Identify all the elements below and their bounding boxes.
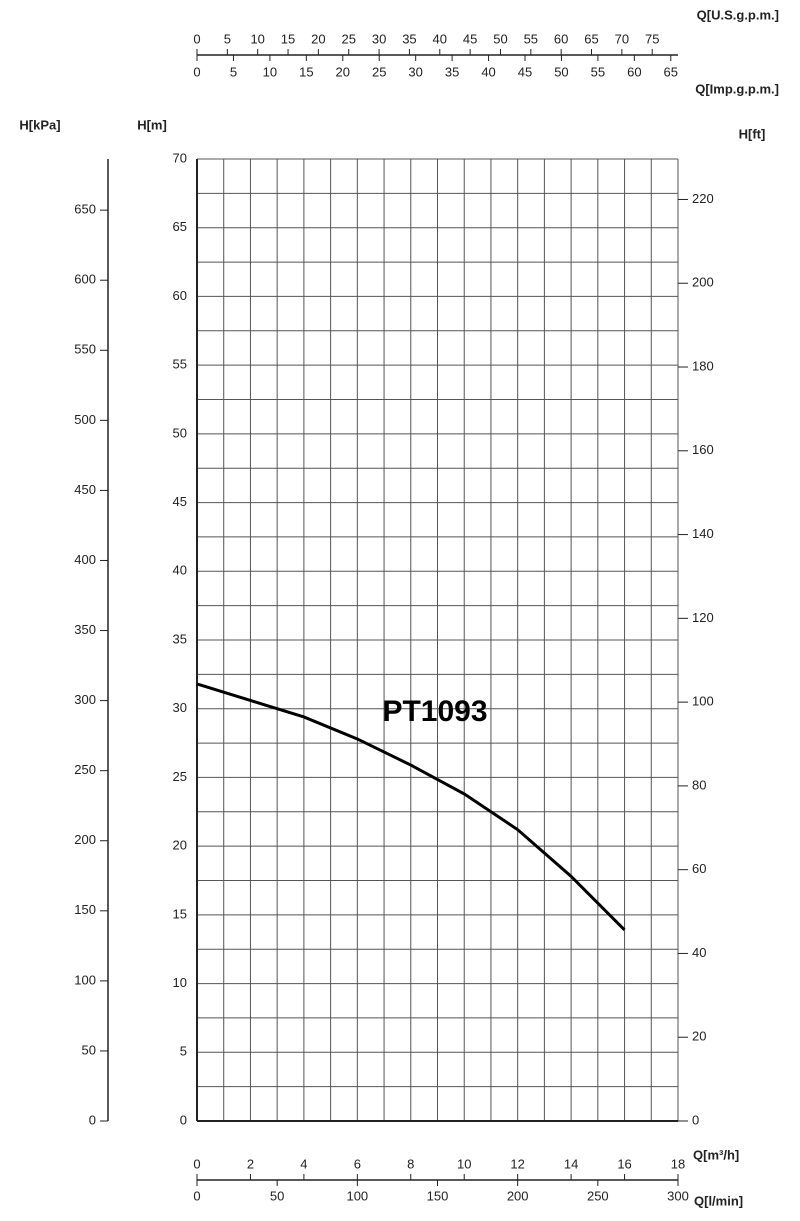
tick-label: 30 bbox=[372, 31, 386, 46]
tick-label: 30 bbox=[408, 64, 422, 79]
tick-label: 20 bbox=[336, 64, 350, 79]
y-tick-label: 20 bbox=[173, 838, 187, 853]
axis-title: H[ft] bbox=[739, 126, 766, 141]
tick-label: 600 bbox=[74, 272, 96, 287]
y-tick-label: 30 bbox=[173, 700, 187, 715]
tick-label: 35 bbox=[445, 64, 459, 79]
tick-label: 50 bbox=[270, 1188, 284, 1203]
y-tick-label: 10 bbox=[173, 975, 187, 990]
x-tick-label: 8 bbox=[407, 1156, 414, 1171]
tick-label: 5 bbox=[230, 64, 237, 79]
axis-title: Q[U.S.g.p.m.] bbox=[697, 7, 779, 22]
x-tick-label: 2 bbox=[247, 1156, 254, 1171]
tick-label: 75 bbox=[645, 31, 659, 46]
y-tick-label: 50 bbox=[173, 425, 187, 440]
x-axis-title: Q[m³/h] bbox=[693, 1147, 739, 1162]
tick-label: 10 bbox=[263, 64, 277, 79]
y-tick-label: 0 bbox=[180, 1112, 187, 1127]
x-tick-label: 14 bbox=[564, 1156, 578, 1171]
tick-label: 250 bbox=[587, 1188, 609, 1203]
tick-label: 150 bbox=[427, 1188, 449, 1203]
tick-label: 150 bbox=[74, 902, 96, 917]
x-tick-label: 16 bbox=[617, 1156, 631, 1171]
y-tick-label: 60 bbox=[173, 288, 187, 303]
tick-label: 40 bbox=[481, 64, 495, 79]
tick-label: 0 bbox=[89, 1112, 96, 1127]
x-tick-label: 10 bbox=[457, 1156, 471, 1171]
y-tick-label: 65 bbox=[173, 219, 187, 234]
tick-label: 100 bbox=[692, 694, 714, 709]
tick-label: 35 bbox=[402, 31, 416, 46]
tick-label: 45 bbox=[518, 64, 532, 79]
tick-label: 50 bbox=[493, 31, 507, 46]
tick-label: 10 bbox=[250, 31, 264, 46]
y-tick-label: 40 bbox=[173, 563, 187, 578]
y-axis-title: H[m] bbox=[137, 117, 167, 132]
tick-label: 100 bbox=[346, 1188, 368, 1203]
tick-label: 15 bbox=[281, 31, 295, 46]
tick-label: 140 bbox=[692, 526, 714, 541]
x-tick-label: 0 bbox=[193, 1156, 200, 1171]
tick-label: 80 bbox=[692, 777, 706, 792]
tick-label: 60 bbox=[554, 31, 568, 46]
tick-label: 100 bbox=[74, 972, 96, 987]
curve bbox=[196, 682, 626, 932]
tick-label: 300 bbox=[667, 1188, 689, 1203]
tick-label: 50 bbox=[82, 1042, 96, 1057]
x-tick-label: 12 bbox=[510, 1156, 524, 1171]
tick-label: 65 bbox=[664, 64, 678, 79]
tick-label: 0 bbox=[193, 31, 200, 46]
tick-label: 20 bbox=[692, 1029, 706, 1044]
y-tick-label: 35 bbox=[173, 631, 187, 646]
y-tick-label: 5 bbox=[180, 1044, 187, 1059]
axis-title: H[kPa] bbox=[19, 117, 60, 132]
tick-label: 220 bbox=[692, 191, 714, 206]
tick-label: 250 bbox=[74, 762, 96, 777]
y-tick-label: 45 bbox=[173, 494, 187, 509]
y-tick-label: 15 bbox=[173, 906, 187, 921]
tick-label: 500 bbox=[74, 412, 96, 427]
axis-title: Q[l/min] bbox=[694, 1193, 743, 1208]
tick-label: 650 bbox=[74, 202, 96, 217]
tick-label: 55 bbox=[591, 64, 605, 79]
x-tick-label: 6 bbox=[354, 1156, 361, 1171]
tick-label: 200 bbox=[692, 275, 714, 290]
tick-label: 25 bbox=[342, 31, 356, 46]
y-tick-label: 25 bbox=[173, 769, 187, 784]
tick-label: 60 bbox=[692, 861, 706, 876]
tick-label: 120 bbox=[692, 610, 714, 625]
tick-label: 400 bbox=[74, 552, 96, 567]
tick-label: 180 bbox=[692, 358, 714, 373]
tick-label: 55 bbox=[524, 31, 538, 46]
tick-label: 450 bbox=[74, 482, 96, 497]
tick-label: 160 bbox=[692, 442, 714, 457]
tick-label: 200 bbox=[507, 1188, 529, 1203]
tick-label: 45 bbox=[463, 31, 477, 46]
tick-label: 40 bbox=[433, 31, 447, 46]
y-tick-label: 70 bbox=[173, 150, 187, 165]
tick-label: 65 bbox=[584, 31, 598, 46]
tick-label: 350 bbox=[74, 622, 96, 637]
tick-label: 15 bbox=[299, 64, 313, 79]
tick-label: 25 bbox=[372, 64, 386, 79]
tick-label: 0 bbox=[193, 1188, 200, 1203]
tick-label: 60 bbox=[627, 64, 641, 79]
tick-label: 20 bbox=[311, 31, 325, 46]
curve-label: PT1093 bbox=[382, 695, 487, 728]
y-tick-label: 55 bbox=[173, 357, 187, 372]
tick-label: 70 bbox=[615, 31, 629, 46]
tick-label: 0 bbox=[193, 64, 200, 79]
tick-label: 550 bbox=[74, 342, 96, 357]
tick-label: 200 bbox=[74, 832, 96, 847]
tick-label: 40 bbox=[692, 945, 706, 960]
tick-label: 0 bbox=[692, 1112, 699, 1127]
tick-label: 300 bbox=[74, 692, 96, 707]
x-tick-label: 4 bbox=[300, 1156, 307, 1171]
tick-label: 5 bbox=[224, 31, 231, 46]
x-tick-label: 18 bbox=[671, 1156, 685, 1171]
axis-title: Q[Imp.g.p.m.] bbox=[695, 81, 779, 96]
tick-label: 50 bbox=[554, 64, 568, 79]
